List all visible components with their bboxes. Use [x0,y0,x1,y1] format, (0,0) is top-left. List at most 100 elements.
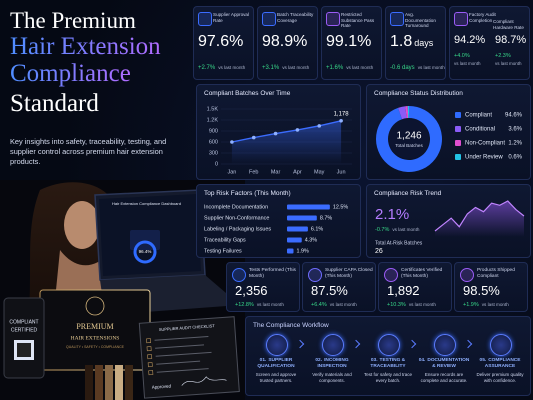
stat-label: Tests Performed (This Month) [249,268,296,279]
stat-change: +12.8% [235,302,254,308]
pie-slice [405,106,409,119]
stat-icon [384,268,398,282]
kpi-number: 94.2% [454,34,486,46]
tag-line: CERTIFIED [11,327,38,333]
step-title: 05. COMPLIANCE ASSURANCE [473,358,527,370]
bar-category: Labeling / Packaging Issues [204,226,271,232]
kpi-note: vs last month [218,65,246,70]
step-arrow [463,339,473,349]
chart: Compliant 94.6% Conditional 3.6% Non-Complia… [376,106,523,172]
kpi-number: 1.8 [390,33,413,50]
stat-change-row: +6.4% vs last month [311,302,357,308]
stat-change: +1.9% [463,302,479,308]
bar-category: Supplier Non-Conformance [204,215,269,221]
bar [287,215,317,221]
kpi-change: +4.0% [454,53,470,59]
stat-icon [232,268,246,282]
kpi-card: Factory Audit Completion 94.2% +4.0% vs las… [449,6,530,80]
stat-label: Products Shipped Compliant [477,268,515,279]
center-value: 1,246 [396,131,421,142]
step-arrow [351,339,361,349]
bar [287,237,302,243]
kpi-unit: days [414,38,434,48]
kpi-note: vs last month [417,65,445,70]
kpi-label: Restricted Substance Pass Rate [341,12,375,29]
kpi-label: Supplier Approval Rate [213,12,250,23]
kpi-card: Restricted Substance Pass Rate 99.1% +1.6%… [321,6,382,80]
bar-value: 8.7% [320,215,332,221]
step-icon [322,334,344,356]
kpi-note: vs last month [282,65,310,70]
kpi-value: 97.6% [198,33,243,51]
step-number: 03. [370,358,378,363]
kpi-label: Batch Traceability Coverage [277,12,314,23]
step-name: INCOMING INSPECTION [317,358,349,369]
step-title: 02. INCOMING INSPECTION [305,358,359,370]
step-number: 02. [315,358,323,363]
stat-change-row: +1.9% vs last month [463,302,509,308]
stat-value: 98.5% [463,283,500,298]
stat-value: 2,356 [235,283,268,298]
workflow-title: The Compliance Workflow [253,322,329,329]
x-tick-label: May [314,169,325,175]
legend-swatch [455,154,461,160]
step-title: 03. TESTING & TRACEABILITY [361,358,415,370]
kpi-value: 98.9% [262,33,307,51]
y-tick-label: 900 [209,128,218,134]
laptop-title: Hair Extension Compliance Dashboard [112,201,181,206]
stat-label: Supplier CAPA Closed (This Month) [325,268,373,279]
x-tick-label: Jan [227,169,236,175]
headline: 2.1% [375,206,409,223]
legend-value: 1.2% [508,141,522,147]
bar-value: 12.5% [333,204,348,210]
box-line: PREMIUM [76,322,113,331]
step-name: SUPPLIER QUALIFICATION [257,358,295,369]
step-icon [266,334,288,356]
kpi-number: 98.7% [495,34,527,46]
kpi-note: vs last month [495,61,522,66]
change: -0.7% vs last month [375,227,420,233]
product-box: PREMIUM HAIR EXTENSIONS QUALITY • SAFETY… [39,289,151,371]
stat-card: Certificates Verified (This Month) 1,892 +… [378,262,452,312]
kpi-card: Avg. Documentation Turnaround 1.8 days -0.6… [385,6,446,80]
kpi-change-row: -0.6 days vs last month [390,65,445,71]
line-area [231,120,342,164]
legend-label: Non-Compliant [465,141,505,147]
kpi-label: Avg. Documentation Turnaround [405,12,436,29]
y-tick-label: 600 [209,139,218,145]
point [295,128,300,132]
point [230,140,234,144]
step-text: Verify materials and components. [312,372,352,383]
kpi-value: 99.1% [326,33,371,51]
point [317,124,322,128]
kpi-value: 1.8 days [390,33,433,51]
legend-swatch [455,126,461,132]
step-text: Ensure records are complete and accurate… [420,372,468,383]
y-tick-label: 1.5K [207,106,219,112]
workflow-panel: The Compliance Workflow 01. SUPPLIER QUALI… [245,316,531,396]
audit-checklist: SUPPLIER AUDIT CHECKLIST Approved [138,316,240,399]
bar-category: Traceability Gaps [204,237,246,243]
x-tick-label: Apr [293,169,302,175]
title-line: The Premium [10,8,136,33]
x-tick-label: Jun [337,169,346,175]
point [273,131,278,136]
line [231,120,342,143]
step-title: 01. SUPPLIER QUALIFICATION [249,358,303,370]
stat-icon [460,268,474,282]
kpi-change: +1.6% [326,65,344,71]
legend-label: Compliant [465,113,492,119]
center-label: Total Batches [395,143,423,148]
chart-title: Compliance Status Distribution [374,90,463,97]
bar [287,204,330,210]
total-value: 26 [375,248,383,255]
kpi-icon [454,12,468,26]
kpi-number: 98.9% [262,33,308,50]
kpi-icon [262,12,276,26]
kpi-change: -0.6 days [390,65,415,71]
y-tick-label: 0 [215,161,218,167]
bar [287,248,294,254]
box-tagline: QUALITY • SAFETY • COMPLIANCE [66,345,125,349]
laptop-score: 96.4% [139,249,152,254]
